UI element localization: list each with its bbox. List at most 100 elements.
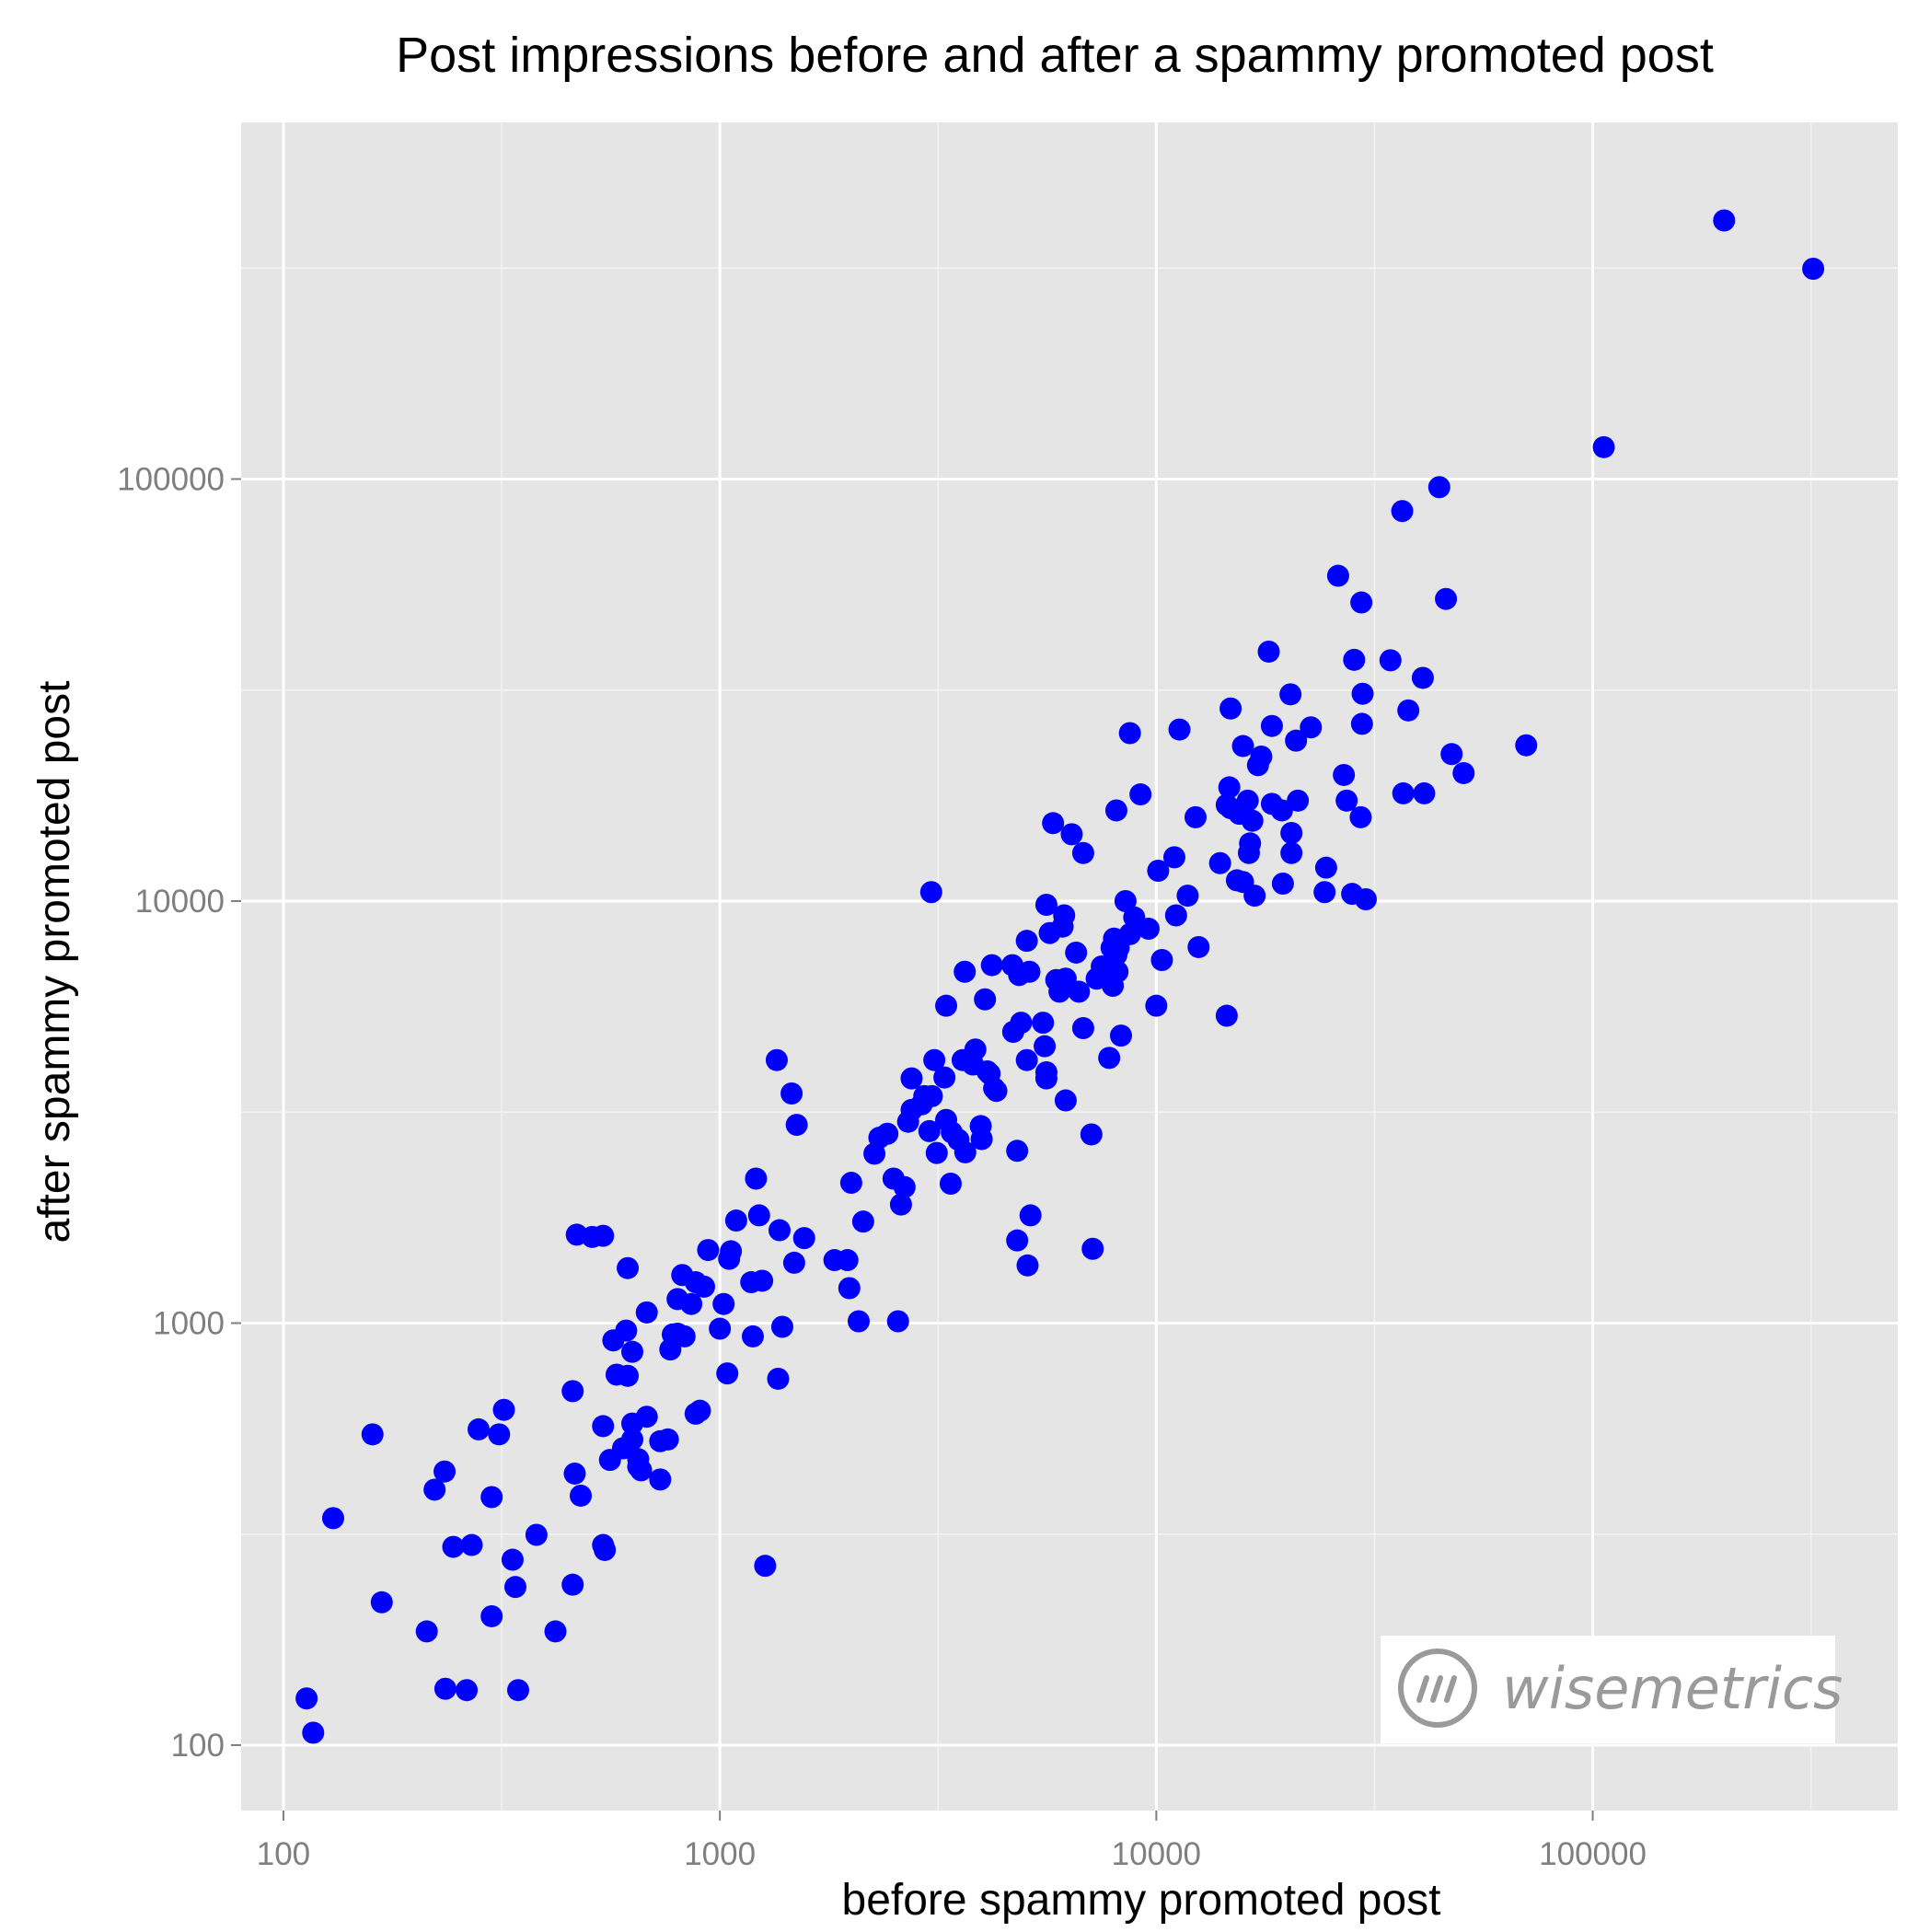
data-point [925, 1141, 948, 1164]
data-point [1019, 1204, 1042, 1227]
data-point [1071, 1016, 1094, 1039]
data-point [1053, 904, 1076, 927]
data-point [1351, 682, 1374, 705]
data-point [1006, 1140, 1029, 1163]
wisemetrics-logo-icon [1398, 1649, 1477, 1728]
data-point [1335, 789, 1358, 812]
data-point [709, 1317, 732, 1340]
data-point [594, 1538, 617, 1561]
x-axis-title: before spammy promoted post [842, 1876, 1441, 1925]
data-point [617, 1256, 640, 1279]
data-point [563, 1462, 586, 1485]
data-point [1065, 941, 1088, 964]
data-point [716, 1362, 739, 1385]
data-point [1392, 781, 1415, 804]
data-point [1034, 1060, 1057, 1083]
data-point [488, 1423, 511, 1446]
data-point [751, 1269, 774, 1292]
data-point [1271, 872, 1294, 895]
data-point [1354, 887, 1377, 910]
x-tick-label: 100 [257, 1836, 310, 1872]
data-point [1411, 666, 1434, 689]
data-point [1241, 809, 1264, 832]
data-point [1129, 783, 1152, 806]
data-point [1333, 763, 1356, 786]
data-point [838, 1277, 861, 1300]
data-point [1060, 823, 1083, 846]
data-point [635, 1301, 658, 1324]
data-point [1379, 649, 1402, 672]
data-point [1016, 1254, 1039, 1277]
data-point [1032, 1012, 1055, 1035]
data-point [920, 1084, 943, 1107]
data-point [1452, 761, 1475, 784]
data-point [621, 1428, 644, 1451]
x-tick-label: 10000 [1112, 1836, 1201, 1872]
data-point [1515, 734, 1538, 757]
data-point [1285, 729, 1308, 752]
data-point [592, 1415, 615, 1438]
data-point [1109, 1024, 1132, 1047]
data-point [503, 1576, 526, 1599]
data-point [1349, 805, 1372, 828]
data-point [1114, 889, 1137, 912]
data-point [1260, 714, 1283, 737]
y-tick-label: 10000 [135, 884, 225, 920]
data-point [1413, 781, 1436, 804]
data-point [919, 881, 942, 904]
data-point [1287, 789, 1310, 812]
data-point [836, 1249, 859, 1272]
data-point [1350, 591, 1373, 614]
data-point [847, 1310, 870, 1333]
data-point [1397, 699, 1420, 722]
data-point [893, 1175, 916, 1198]
data-point [889, 1193, 912, 1216]
data-point [1162, 846, 1185, 869]
data-point [688, 1399, 711, 1422]
data-point [592, 1224, 615, 1247]
data-point [1343, 648, 1366, 671]
data-point [980, 954, 1003, 977]
data-point [544, 1620, 567, 1643]
data-point [767, 1367, 790, 1390]
data-point [1231, 735, 1254, 758]
data-point [1106, 960, 1129, 983]
data-point [785, 1114, 808, 1137]
data-point [900, 1067, 923, 1090]
data-point [851, 1210, 874, 1233]
data-point [792, 1227, 815, 1250]
data-point [1592, 435, 1615, 458]
data-point [1300, 716, 1323, 739]
data-point [780, 1082, 803, 1105]
data-point [630, 1459, 653, 1482]
watermark: wisemetrics [1381, 1636, 1843, 1743]
data-point [1314, 856, 1337, 879]
data-point [480, 1486, 503, 1509]
data-point [302, 1721, 325, 1744]
data-point [697, 1239, 720, 1262]
data-point [415, 1620, 438, 1643]
data-point [1713, 209, 1736, 232]
data-point [1034, 1035, 1057, 1058]
data-point [680, 1292, 703, 1315]
data-point [964, 1038, 987, 1061]
data-point [933, 1066, 956, 1089]
data-point [467, 1417, 490, 1440]
y-tick-label: 100 [171, 1728, 225, 1764]
y-tick-label: 100000 [117, 461, 225, 497]
data-point [1184, 805, 1207, 828]
data-point [754, 1555, 777, 1578]
data-point [1280, 841, 1303, 864]
data-point [561, 1380, 584, 1403]
data-point [953, 1140, 977, 1163]
data-point [1164, 904, 1187, 927]
chart-title: Post impressions before and after a spam… [396, 28, 1714, 83]
data-point [1168, 718, 1191, 741]
data-point [1104, 799, 1127, 822]
data-point [1098, 1047, 1121, 1070]
data-point [782, 1251, 805, 1274]
data-point [1440, 743, 1463, 766]
data-point [692, 1275, 715, 1298]
data-point [492, 1398, 515, 1421]
